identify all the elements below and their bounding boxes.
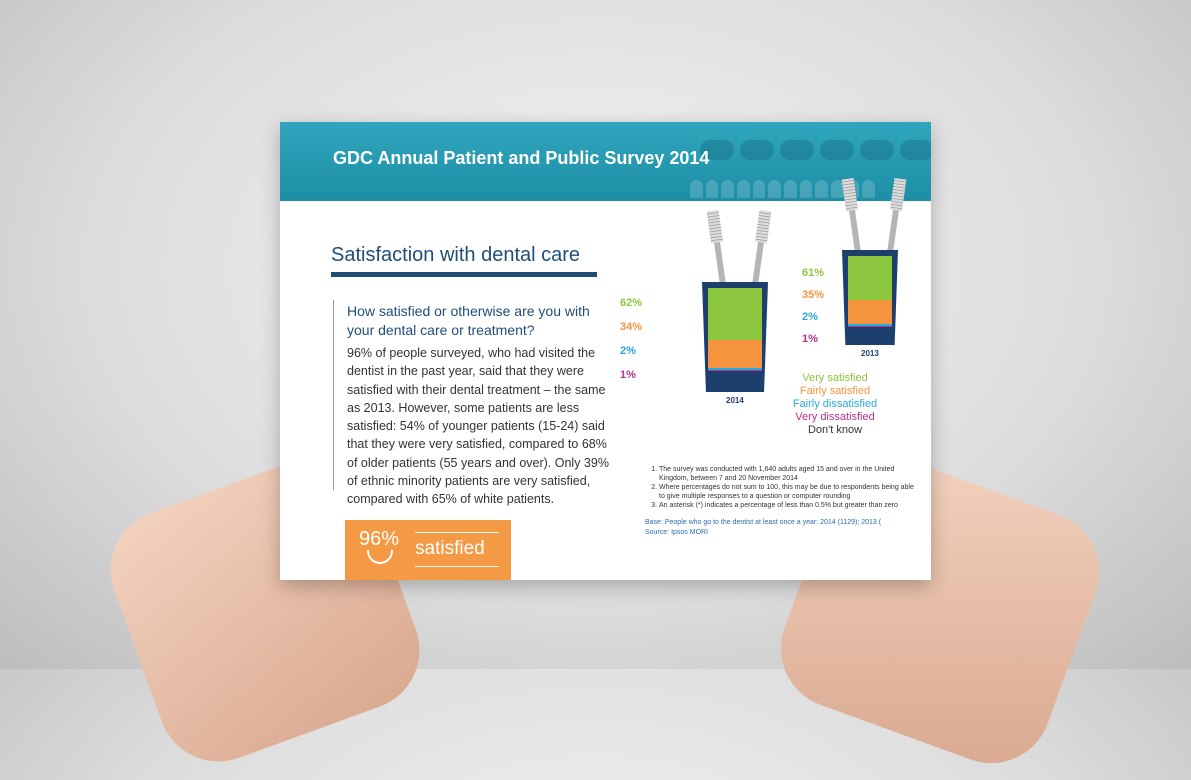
card-header: GDC Annual Patient and Public Survey 201… [280, 122, 931, 201]
data-label: 2% [620, 345, 636, 357]
toothbrush-icon [751, 212, 769, 293]
card-title: GDC Annual Patient and Public Survey 201… [333, 148, 710, 168]
survey-card: GDC Annual Patient and Public Survey 201… [280, 122, 931, 580]
satisfied-badge: 96% satisfied [345, 520, 511, 580]
smile-icon [367, 550, 393, 564]
data-label: 61% [802, 267, 825, 279]
bar-segment-fairly-dissatisfied [848, 324, 892, 326]
base-note: Base: People who go to the dentist at le… [645, 518, 915, 538]
source-text: Source: Ipsos MORI [645, 529, 709, 536]
heading-underline [331, 272, 597, 277]
legend-fairly-satisfied: Fairly satisfied [799, 385, 871, 397]
bar-segment-very-dissatisfied [848, 325, 892, 328]
bar-segment-very-dissatisfied [708, 369, 762, 372]
footnote: The survey was conducted with 1,640 adul… [659, 465, 915, 483]
footnote: Where percentages do not sum to 100, thi… [659, 483, 915, 501]
section-heading: Satisfaction with dental care [331, 244, 581, 266]
body-text: 96% of people surveyed, who had visited … [347, 346, 609, 507]
data-label: 35% [802, 289, 825, 301]
badge-rule [415, 566, 499, 567]
divider-line [333, 300, 334, 490]
glass-2014 [702, 282, 768, 392]
footnote: An asterisk (*) indicates a percentage o… [659, 501, 915, 510]
bar-segment-fairly-satisfied [848, 299, 892, 325]
legend: Very satisfied Fairly satisfied Fairly d… [780, 372, 890, 437]
data-label: 62% [620, 297, 643, 309]
notes-area: The survey was conducted with 1,640 adul… [645, 465, 915, 538]
toothbrush-icon [709, 212, 727, 293]
year-label: 2013 [861, 349, 879, 358]
badge-label: satisfied [415, 538, 485, 559]
year-label: 2014 [726, 396, 744, 405]
bar-segment-fairly-satisfied [708, 339, 762, 369]
legend-very-dissatisfied: Very dissatisfied [795, 411, 875, 423]
survey-question: How satisfied or otherwise are you with … [347, 303, 590, 338]
data-label: 1% [620, 369, 636, 381]
data-label: 2% [802, 311, 818, 323]
legend-very-satisfied: Very satisfied [802, 372, 868, 384]
badge-value: 96% [359, 528, 400, 550]
bar-segment-very-satisfied [848, 256, 892, 300]
base-text: Base: People who go to the dentist at le… [645, 519, 882, 526]
data-label: 34% [620, 321, 643, 333]
crowd-illustration [690, 180, 876, 200]
footnotes: The survey was conducted with 1,640 adul… [645, 465, 915, 510]
bar-segment-fairly-dissatisfied [708, 368, 762, 370]
legend-dont-know: Don't know [807, 424, 863, 436]
legend-fairly-dissatisfied: Fairly dissatisfied [792, 398, 878, 410]
bar-segment-very-satisfied [708, 288, 762, 340]
speech-bubbles [700, 140, 931, 160]
data-label: 1% [802, 333, 818, 345]
badge-rule [415, 532, 499, 533]
glass-2013 [842, 250, 898, 345]
text-column: How satisfied or otherwise are you with … [347, 302, 613, 509]
